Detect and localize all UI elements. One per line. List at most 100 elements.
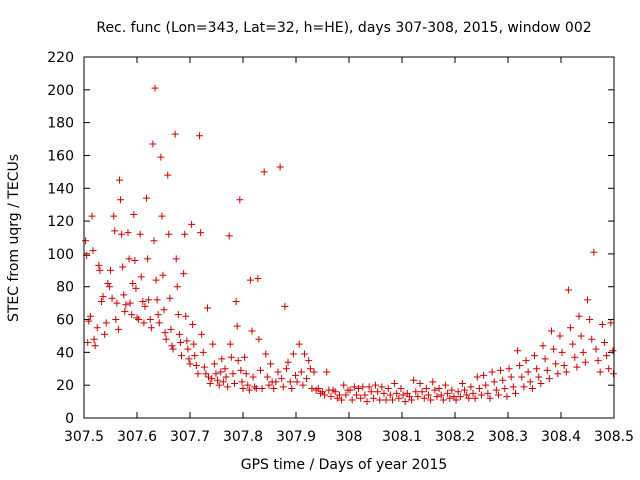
- data-point: [136, 230, 144, 238]
- data-point: [171, 130, 179, 138]
- ticks: [83, 56, 615, 419]
- data-point: [121, 307, 129, 315]
- data-point: [149, 140, 157, 148]
- x-tick-label: 307.7: [170, 429, 210, 445]
- data-point: [303, 375, 311, 383]
- data-point: [199, 348, 207, 356]
- data-point: [357, 394, 365, 402]
- data-point: [533, 365, 541, 373]
- data-point: [571, 353, 579, 361]
- data-point: [446, 394, 454, 402]
- data-point: [484, 389, 492, 397]
- data-point: [131, 256, 139, 264]
- data-point: [346, 386, 354, 394]
- data-point: [175, 330, 183, 338]
- data-point: [342, 391, 350, 399]
- data-point: [218, 355, 226, 363]
- data-point: [96, 266, 104, 274]
- x-tick-labels: 307.5 307.6 307.7 307.8 307.9 308 308.1 308.2 30…: [64, 429, 634, 445]
- data-point: [151, 84, 159, 92]
- data-point: [129, 279, 137, 287]
- data-point: [378, 383, 386, 391]
- data-point: [494, 391, 502, 399]
- data-point: [85, 317, 93, 325]
- data-point: [194, 370, 202, 378]
- data-point: [511, 389, 519, 397]
- data-point: [577, 332, 585, 340]
- data-point: [192, 361, 200, 369]
- data-point: [152, 276, 160, 284]
- data-point: [99, 293, 107, 301]
- data-point: [603, 352, 611, 360]
- data-point: [155, 319, 163, 327]
- data-point: [255, 335, 263, 343]
- data-point: [244, 381, 252, 389]
- y-tick-label: 200: [47, 83, 74, 99]
- data-point: [174, 311, 182, 319]
- data-point: [203, 304, 211, 312]
- y-tick-labels: 0 20 40 60 80 100 120 140 160 180 200 220: [47, 50, 74, 427]
- data-point: [217, 368, 225, 376]
- data-point: [393, 389, 401, 397]
- data-point: [359, 383, 367, 391]
- y-tick-label: 40: [56, 345, 74, 361]
- data-point: [289, 350, 297, 358]
- data-point: [249, 373, 257, 381]
- y-tick-label: 140: [47, 181, 74, 197]
- data-point: [278, 375, 286, 383]
- data-point: [567, 324, 575, 332]
- data-point: [569, 340, 577, 348]
- data-point: [84, 339, 92, 347]
- data-point: [265, 381, 273, 389]
- data-point: [157, 153, 165, 161]
- data-point: [112, 316, 120, 324]
- data-point: [130, 211, 138, 219]
- data-point: [270, 384, 278, 392]
- data-point: [562, 368, 570, 376]
- data-point: [418, 388, 426, 396]
- data-point: [139, 297, 147, 305]
- data-point: [579, 348, 587, 356]
- data-point: [118, 230, 126, 238]
- data-point: [560, 361, 568, 369]
- data-point: [465, 394, 473, 402]
- data-point: [188, 220, 196, 228]
- data-point: [596, 368, 604, 376]
- data-point: [471, 394, 479, 402]
- data-point: [227, 353, 235, 361]
- data-point: [233, 322, 241, 330]
- data-point: [86, 312, 94, 320]
- data-point: [111, 227, 119, 235]
- data-point: [293, 378, 301, 386]
- data-point: [144, 255, 152, 263]
- data-point: [141, 302, 149, 310]
- data-point: [212, 370, 220, 378]
- data-point: [372, 381, 379, 389]
- data-point: [181, 230, 189, 238]
- y-tick-label: 160: [47, 148, 74, 164]
- data-point: [245, 386, 253, 394]
- data-point: [490, 378, 498, 386]
- data-point: [550, 345, 558, 353]
- data-point: [564, 286, 572, 294]
- data-point: [143, 194, 151, 202]
- data-point: [524, 368, 532, 376]
- data-point: [338, 396, 346, 404]
- data-point: [543, 366, 551, 374]
- data-point: [168, 342, 176, 350]
- data-point: [365, 383, 373, 391]
- data-point: [363, 398, 371, 406]
- y-tick-label: 20: [56, 378, 74, 394]
- x-tick-label: 308.1: [382, 429, 422, 445]
- x-tick-label: 308: [336, 429, 363, 445]
- data-point: [117, 196, 125, 204]
- data-point: [547, 327, 555, 335]
- data-point: [607, 319, 615, 327]
- data-point: [258, 384, 266, 392]
- data-point: [420, 394, 428, 402]
- data-point: [209, 340, 217, 348]
- data-point: [183, 337, 191, 345]
- data-point: [82, 237, 90, 245]
- data-point: [594, 357, 602, 365]
